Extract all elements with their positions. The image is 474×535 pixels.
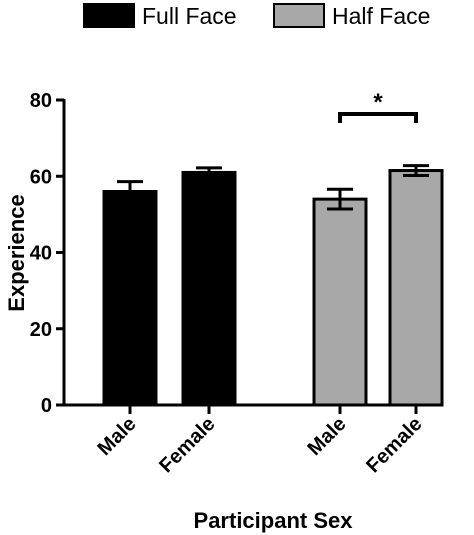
bar (181, 170, 237, 407)
y-axis: 0 20 40 60 80 (30, 90, 66, 417)
x-tick-label: Male (94, 413, 141, 460)
x-tick-label: Female (362, 413, 426, 477)
legend-swatch (83, 3, 135, 28)
x-axis: Male Female Male Female (62, 403, 440, 477)
y-tick-label: 0 (41, 395, 52, 417)
legend: Full Face Half Face (83, 3, 430, 29)
y-tick-label: 60 (30, 166, 52, 188)
y-tick-label: 80 (30, 90, 52, 112)
y-tick-label: 40 (30, 243, 52, 265)
y-axis-title: Experience (4, 194, 29, 311)
significance-bracket (338, 112, 418, 123)
y-tick-label: 20 (30, 319, 52, 341)
annotations: * (338, 89, 418, 123)
x-tick-label: Male (304, 413, 351, 460)
legend-swatch (273, 3, 325, 28)
significance-marker: * (373, 89, 383, 116)
x-axis-title: Participant Sex (194, 508, 354, 533)
bar (312, 197, 368, 407)
bars (102, 164, 444, 407)
bar (388, 169, 444, 407)
legend-label: Full Face (142, 3, 237, 29)
x-tick-label: Female (155, 413, 219, 477)
bar (102, 190, 158, 407)
legend-label: Half Face (332, 3, 430, 29)
